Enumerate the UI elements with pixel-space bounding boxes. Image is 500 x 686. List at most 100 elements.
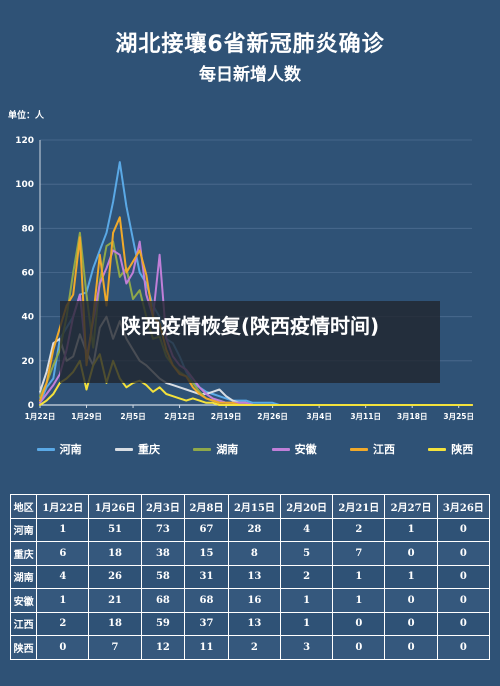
legend-swatch — [428, 447, 447, 451]
unit-label: 单位：人 — [8, 111, 45, 121]
table-cell: 0 — [384, 541, 438, 566]
table-cell: 38 — [140, 541, 186, 566]
table-cell: 1 — [332, 564, 386, 589]
x-tick-label: 1月22日 — [25, 412, 56, 421]
table-cell: 31 — [184, 564, 229, 589]
table-cell: 2 — [280, 564, 334, 589]
table-cell: 0 — [384, 611, 438, 636]
table-cell: 58 — [140, 564, 186, 589]
table-row: 湖南 4 26 58 31 13 2 1 1 0 — [9, 564, 491, 589]
chart-title: 湖北接壤6省新冠肺炎确诊 — [115, 32, 385, 57]
y-tick-label: 80 — [21, 224, 34, 234]
table-cell: 0 — [332, 635, 386, 660]
table-row: 安徽 1 21 68 68 16 1 1 0 0 — [9, 588, 491, 613]
table-cell: 4 — [36, 564, 90, 589]
table-cell: 重庆 — [9, 541, 38, 566]
headline-text[interactable]: 陕西疫情恢复(陕西疫情时间) — [120, 314, 380, 338]
table-cell: 1 — [280, 611, 334, 636]
table-header-cell: 1月26日 — [88, 494, 142, 519]
table-cell: 4 — [280, 517, 334, 542]
table-row: 陕西 0 7 12 11 2 3 0 0 0 — [9, 635, 491, 660]
table-cell: 5 — [280, 541, 334, 566]
table-cell: 2 — [227, 635, 282, 660]
y-tick-label: 100 — [15, 180, 34, 190]
table-cell: 8 — [227, 541, 282, 566]
x-tick-label: 3月11日 — [350, 412, 381, 421]
table-cell: 21 — [88, 588, 142, 613]
table-cell: 2 — [36, 611, 90, 636]
table-header-cell: 2月21日 — [332, 494, 386, 519]
table-cell: 13 — [227, 611, 282, 636]
table-cell: 7 — [88, 635, 142, 660]
table-cell: 0 — [332, 611, 386, 636]
headline-overlay: 陕西疫情恢复(陕西疫情时间) — [60, 301, 440, 383]
table-cell: 1 — [384, 517, 438, 542]
x-tick-label: 2月12日 — [164, 412, 195, 421]
legend-swatch — [114, 447, 133, 451]
x-tick-label: 2月5日 — [120, 412, 145, 421]
legend-swatch — [349, 447, 368, 451]
table-header-cell: 3月26日 — [436, 494, 491, 519]
chart-legend: 河南 重庆 湖南 安徽 江西 陕西 — [20, 441, 490, 457]
table-cell: 江西 — [9, 611, 38, 636]
table-cell: 51 — [88, 517, 142, 542]
table-cell: 安徽 — [9, 588, 38, 613]
table-cell: 0 — [436, 588, 491, 613]
table-cell: 18 — [88, 611, 142, 636]
table-cell: 湖南 — [9, 564, 38, 589]
table-cell: 68 — [184, 588, 229, 613]
table-header-row: 地区 1月22日 1月26日 2月3日 2月8日 2月15日 2月20日 2月2… — [9, 494, 491, 519]
table-cell: 26 — [88, 564, 142, 589]
table-header-cell: 地区 — [9, 494, 38, 519]
y-tick-label: 20 — [21, 357, 34, 367]
x-tick-label: 2月19日 — [211, 412, 242, 421]
table-header-cell: 2月27日 — [384, 494, 438, 519]
table-header-cell: 2月3日 — [140, 494, 186, 519]
legend-item-jiangxi: 江西 — [349, 441, 395, 457]
table-header-cell: 2月8日 — [184, 494, 229, 519]
table-cell: 河南 — [9, 517, 38, 542]
table-cell: 0 — [384, 635, 438, 660]
table-cell: 1 — [36, 588, 90, 613]
legend-item-chongqing: 重庆 — [114, 441, 160, 457]
table-cell: 2 — [332, 517, 386, 542]
table-cell: 1 — [280, 588, 334, 613]
table-cell: 11 — [184, 635, 229, 660]
x-tick-label: 1月29日 — [71, 412, 102, 421]
legend-item-hunan: 湖南 — [193, 441, 238, 457]
y-tick-label: 120 — [15, 136, 34, 146]
table-cell: 陕西 — [9, 635, 38, 660]
table-cell: 37 — [184, 611, 229, 636]
x-tick-label: 3月25日 — [443, 412, 474, 421]
table-cell: 6 — [36, 541, 90, 566]
table-cell: 16 — [227, 588, 282, 613]
table-cell: 67 — [184, 517, 229, 542]
table-cell: 0 — [436, 541, 491, 566]
table-cell: 18 — [88, 541, 142, 566]
table-cell: 68 — [140, 588, 186, 613]
table-cell: 0 — [36, 635, 90, 660]
legend-swatch — [271, 447, 290, 451]
table-header-cell: 1月22日 — [36, 494, 90, 519]
table-cell: 1 — [384, 564, 438, 589]
data-table: 地区 1月22日 1月26日 2月3日 2月8日 2月15日 2月20日 2月2… — [9, 494, 491, 660]
legend-label: 重庆 — [137, 443, 160, 456]
table-cell: 12 — [140, 635, 186, 660]
legend-label: 安徽 — [294, 443, 317, 456]
legend-swatch — [193, 447, 212, 451]
table-cell: 1 — [36, 517, 90, 542]
x-tick-label: 2月26日 — [257, 412, 288, 421]
legend-label: 河南 — [59, 443, 82, 456]
table-cell: 0 — [436, 564, 491, 589]
table-cell: 28 — [227, 517, 282, 542]
table-row: 重庆 6 18 38 15 8 5 7 0 0 — [9, 541, 491, 566]
legend-label: 江西 — [372, 443, 395, 456]
legend-item-henan: 河南 — [36, 441, 82, 457]
x-tick-label: 3月4日 — [306, 412, 331, 421]
table-cell: 1 — [332, 588, 386, 613]
y-tick-label: 0 — [28, 401, 34, 411]
table-cell: 0 — [384, 588, 438, 613]
table-cell: 3 — [280, 635, 334, 660]
legend-swatch — [36, 447, 55, 451]
table-cell: 73 — [140, 517, 186, 542]
